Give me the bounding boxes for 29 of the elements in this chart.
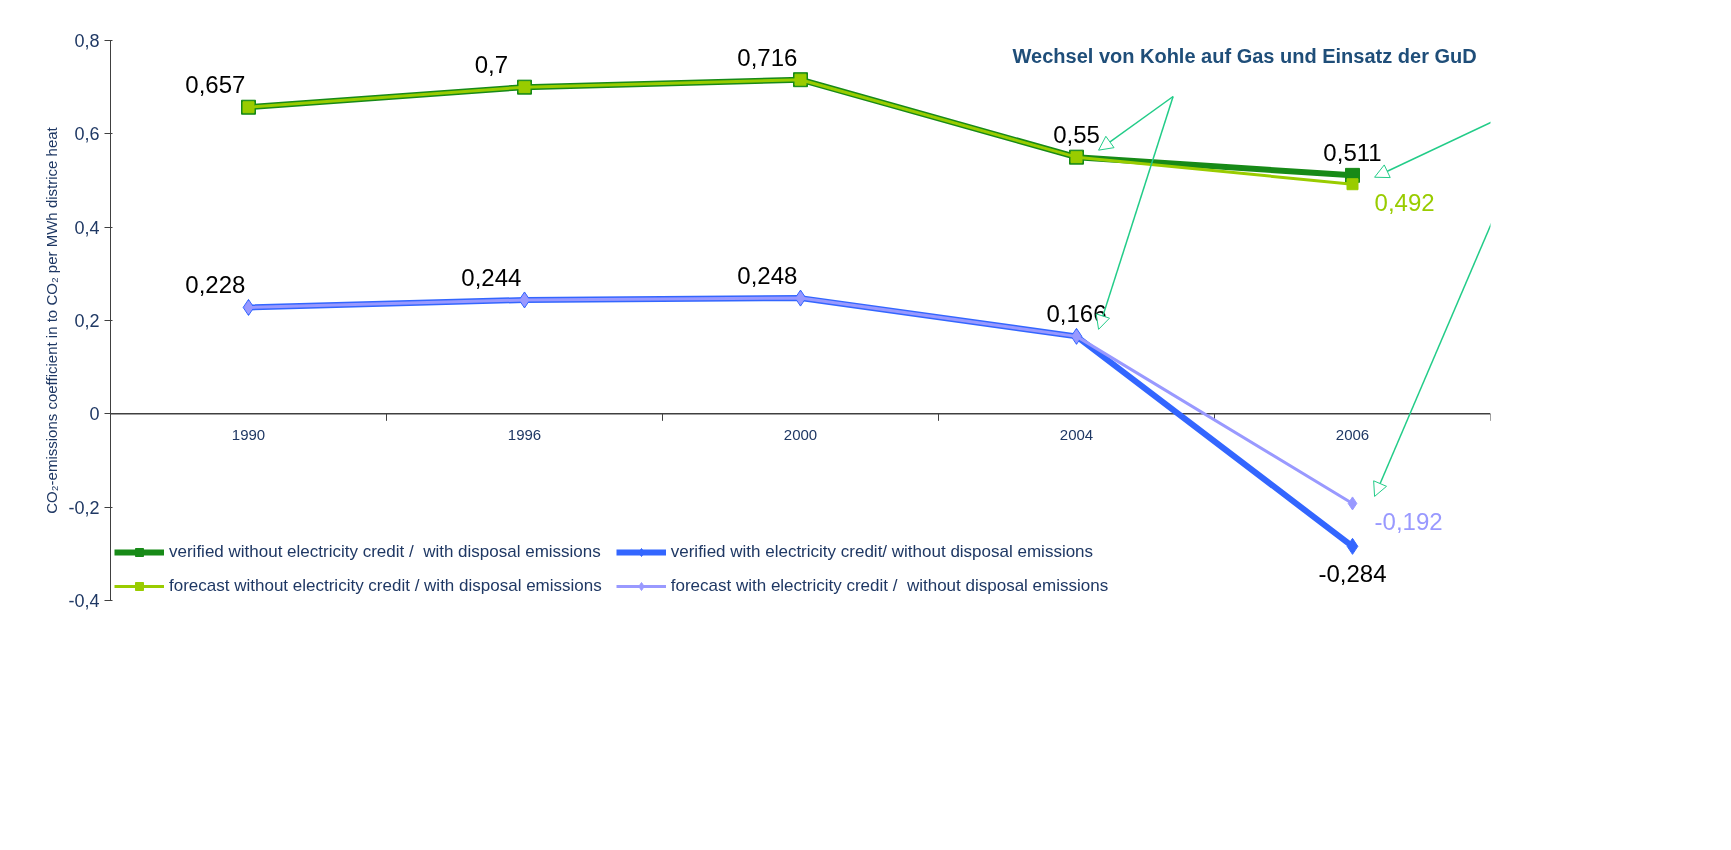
legend-label: verified with electricity credit/ without disposal emissions bbox=[670, 542, 1094, 562]
x-tick-label: 1990 bbox=[231, 426, 266, 444]
data-label: 0,248 bbox=[737, 262, 798, 290]
y-tick-label: 0,6 bbox=[74, 124, 100, 145]
x-tick-label: 2006 bbox=[1335, 426, 1370, 444]
data-label: 0,511 bbox=[1323, 139, 1382, 167]
x-tick-label: 1996 bbox=[507, 426, 542, 444]
data-label: 0,228 bbox=[185, 271, 246, 299]
y-tick-label: 0,4 bbox=[74, 217, 100, 238]
x-tick-label: 2000 bbox=[783, 426, 818, 444]
data-label: 0,657 bbox=[185, 71, 246, 99]
legend-label: forecast with electricity credit / without disposal emissions bbox=[670, 576, 1109, 596]
data-label: 0,716 bbox=[737, 43, 798, 71]
data-label: 0,7 bbox=[474, 51, 509, 79]
data-label: 0,244 bbox=[461, 263, 522, 291]
data-label: -0,192 bbox=[1374, 507, 1443, 535]
y-tick-label: -0,2 bbox=[68, 497, 100, 518]
y-tick-label: 0 bbox=[89, 404, 100, 425]
data-label: 0,492 bbox=[1374, 188, 1435, 216]
legend-label: verified without electricity credit / with disposal emissions bbox=[169, 542, 601, 562]
legend-label: forecast without electricity credit / with disposal emissions bbox=[169, 576, 602, 596]
y-tick-label: 0,8 bbox=[74, 31, 100, 51]
y-tick-label: -0,4 bbox=[68, 591, 100, 611]
annotation: Wechsel von Kohle auf Gas und Einsatz der GuD bbox=[1012, 45, 1477, 68]
data-label: 0,55 bbox=[1053, 121, 1100, 149]
y-axis-title: CO₂-emissions coefficient in to CO₂ per MWh districe heat bbox=[43, 126, 61, 514]
data-label: -0,284 bbox=[1318, 560, 1387, 588]
y-tick-label: 0,2 bbox=[74, 311, 100, 331]
x-tick-label: 2004 bbox=[1059, 426, 1094, 444]
